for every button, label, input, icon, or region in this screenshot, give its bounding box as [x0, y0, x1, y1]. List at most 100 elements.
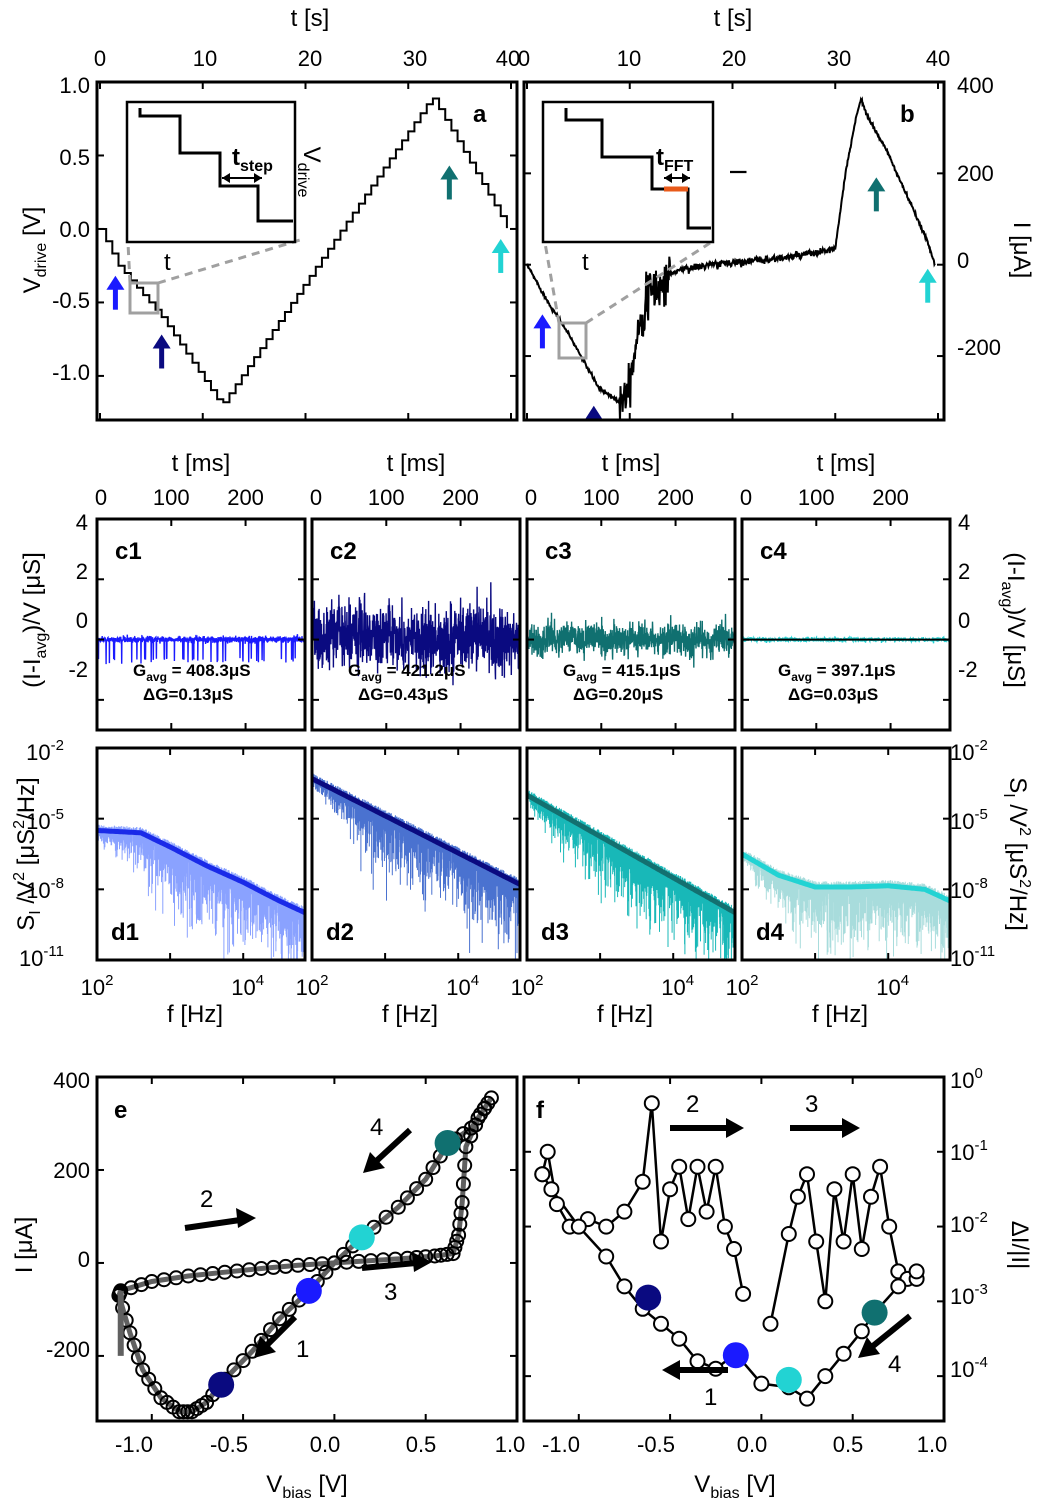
- d-ytick-m5: 10-5: [26, 806, 64, 834]
- panel-d1-raw-spectrum: [97, 824, 305, 960]
- tfft-label: tFFT: [656, 144, 694, 175]
- panel-c4-label: c4: [760, 538, 787, 565]
- panel-b-xtick-10: 10: [617, 46, 641, 71]
- f-data-circle: [835, 1233, 852, 1250]
- f-data-circle: [726, 1241, 742, 1257]
- d-ytick-m2: 10-2: [26, 737, 64, 765]
- f-data-circle: [835, 1345, 852, 1362]
- panel-f-label: f: [536, 1097, 545, 1124]
- f-data-circle: [799, 1390, 815, 1407]
- f-data-circle: [735, 1285, 752, 1302]
- panel-c2-ticks: [311, 518, 520, 730]
- panel-c3-frame: [525, 517, 737, 732]
- panel-c1-xtick-0: 0: [95, 485, 107, 510]
- f-data-circle: [789, 1188, 806, 1205]
- panel-d1-xtick-4: 104: [231, 972, 264, 1000]
- row-d-yticks-left: 10-2 10-5 10-8 10-11: [19, 737, 64, 971]
- panel-d3-frame: [525, 746, 737, 962]
- branch-2-arrow: [184, 1217, 241, 1231]
- f-data-circle: [826, 1181, 843, 1198]
- panel-d4-raw-spectrum: [742, 849, 950, 960]
- panel-c2-trace: [312, 582, 520, 686]
- f-state-marker-3: [861, 1299, 888, 1326]
- panel-a-ytick-0.5: 0.5: [59, 145, 90, 170]
- panel-d1-label: d1: [111, 919, 139, 946]
- panel-b-xtick-40: 40: [926, 46, 950, 71]
- panel-e-ticks: [97, 1076, 518, 1421]
- inset-b-ylabel: I: [724, 169, 751, 176]
- panel-d4-label: d4: [756, 919, 785, 946]
- branch-1-arrowhead: [254, 1336, 276, 1358]
- e-state-marker-4: [348, 1224, 375, 1251]
- panel-d4-frame: [740, 746, 952, 962]
- inset-a-ylabel: Vdrive: [294, 147, 325, 198]
- e-data-circle: [133, 1277, 149, 1293]
- panel-f-ticks: [524, 1076, 945, 1421]
- panel-c1-frame: [95, 517, 307, 732]
- arrow-a-1-head: [106, 275, 125, 290]
- panel-d4-plot: [742, 849, 950, 960]
- panel-c4-xtick-0: 0: [740, 485, 752, 510]
- tstep-arrow-heads: [222, 173, 262, 183]
- panel-c4-xlabel: t [ms]: [817, 450, 876, 477]
- state-markers-f: [635, 1284, 888, 1393]
- d-ytick-m8: 10-8: [26, 875, 64, 903]
- e-ytick-400: 400: [53, 1068, 90, 1093]
- arrow-b-1-head: [533, 314, 552, 329]
- arrow-a-2-head: [152, 334, 171, 349]
- panel-d2-xtick-2: 102: [296, 972, 329, 1000]
- arrow-b-1: [533, 314, 552, 349]
- arrow-a-4: [491, 238, 510, 273]
- panel-a-top-xticks: 0 10 20 30 40: [94, 46, 520, 71]
- arrow-b-3-head: [867, 177, 886, 192]
- e-xtick-0.5: 0.5: [406, 1432, 437, 1457]
- panel-c1-trace: [97, 634, 305, 665]
- panel-f-xlabel: Vbias [V]: [694, 1471, 775, 1502]
- panel-d3-xlabel: f [Hz]: [597, 1001, 653, 1028]
- f-data-circle: [634, 1173, 651, 1190]
- c-ytick-r-0: 0: [958, 608, 970, 633]
- panel-c4-ticks: [741, 518, 950, 730]
- e-data-circle: [452, 1216, 468, 1232]
- panel-d2-ticks: [311, 747, 520, 961]
- panel-b-top-xlabel: t [s]: [714, 5, 753, 32]
- f-ytick-m4: 10-4: [950, 1354, 988, 1382]
- panel-a-xtick-0: 0: [94, 46, 106, 71]
- f-branch-4-label: 4: [888, 1351, 901, 1378]
- f-data-circle: [716, 1218, 733, 1235]
- panel-c2-gavg: Gavg = 421.2μS: [348, 661, 466, 684]
- f-data-circle: [808, 1233, 825, 1250]
- panel-b-ylabel: I [μA]: [1008, 222, 1035, 279]
- zoom-box-b: [557, 321, 588, 360]
- f-data-circle: [689, 1353, 706, 1370]
- panel-d3-fit-line: [527, 792, 735, 915]
- e-xtick-1: 1.0: [495, 1432, 526, 1457]
- panel-c1-xtick-200: 200: [227, 485, 264, 510]
- panel-c3-xtick-100: 100: [583, 485, 620, 510]
- arrow-a-4-head: [491, 238, 510, 253]
- row-d-ylabel-right: SI /V2 [μS2/Hz]: [1000, 777, 1033, 930]
- panel-f-frame: [522, 1075, 946, 1423]
- arrow-a-2: [152, 334, 171, 369]
- d-ytick-r-m11: 10-11: [950, 943, 995, 971]
- e-data-circle: [453, 1205, 469, 1221]
- c-ytick-r-4: 4: [958, 510, 970, 535]
- d-ytick-r-m8: 10-8: [950, 875, 988, 903]
- panel-f-xticks: -1.0 -0.5 0.0 0.5 1.0: [542, 1432, 947, 1457]
- f-ytick-m3: 10-3: [950, 1281, 988, 1309]
- arrow-b-2: [584, 405, 603, 420]
- panel-d4-xtick-4: 104: [876, 972, 909, 1000]
- arrow-a-1: [106, 275, 125, 310]
- e-data-circle: [451, 1227, 467, 1243]
- panel-c2-frame: [310, 517, 522, 732]
- e-data-circle: [226, 1362, 242, 1378]
- panel-b-frame: [522, 80, 946, 422]
- f-data-circle: [853, 1323, 870, 1340]
- inset-b-staircase: [564, 108, 711, 230]
- f-data-circle: [671, 1330, 688, 1347]
- row-d-ylabel-left: SI /V2 [μS2/Hz]: [11, 777, 44, 930]
- panel-f-ylabel: ΔI/|I|: [1006, 1221, 1033, 1270]
- f-xtick-0: 0.0: [737, 1432, 768, 1457]
- panel-b-xtick-20: 20: [722, 46, 746, 71]
